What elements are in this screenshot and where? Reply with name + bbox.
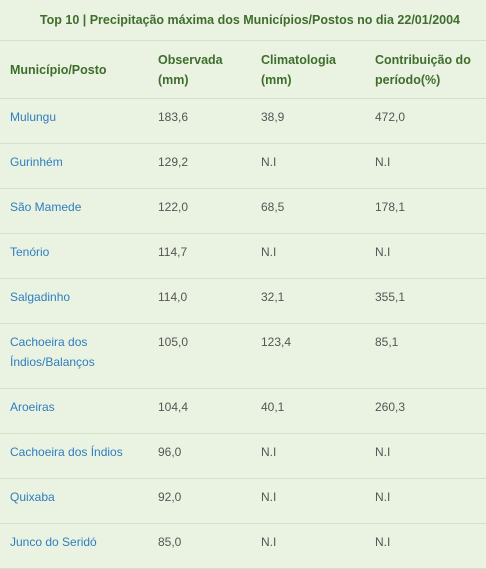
climatologia-cell: 68,5 (251, 188, 365, 234)
climatologia-cell: N.I (251, 433, 365, 479)
contribuicao-cell: 260,3 (365, 388, 486, 434)
municipio-cell[interactable]: Junco do Seridó (0, 523, 148, 569)
table-row: Tenório 114,7 N.I N.I (0, 233, 486, 279)
climatologia-cell: 32,1 (251, 278, 365, 324)
municipio-link[interactable]: Tenório (10, 245, 50, 259)
municipio-cell[interactable]: Salgadinho (0, 278, 148, 324)
municipio-cell[interactable]: Tenório (0, 233, 148, 279)
contribuicao-cell: N.I (365, 233, 486, 279)
header-contribuicao: Contribuição do período(%) (365, 41, 486, 99)
contribuicao-cell: N.I (365, 478, 486, 524)
climatologia-cell: N.I (251, 233, 365, 279)
climatologia-cell: 123,4 (251, 323, 365, 389)
header-climatologia: Climatologia (mm) (251, 41, 365, 99)
observada-cell: 183,6 (148, 98, 251, 144)
table-header-row: Município/Posto Observada (mm) Climatolog… (0, 41, 486, 99)
table-row: Mulungu 183,6 38,9 472,0 (0, 98, 486, 144)
contribuicao-cell: 178,1 (365, 188, 486, 234)
climatologia-cell: N.I (251, 143, 365, 189)
table-title: Top 10 | Precipitação máxima dos Municíp… (0, 0, 486, 41)
header-municipio: Município/Posto (0, 41, 148, 99)
climatologia-cell: 40,1 (251, 388, 365, 434)
observada-cell: 105,0 (148, 323, 251, 389)
table-row: São Mamede 122,0 68,5 178,1 (0, 188, 486, 234)
municipio-link[interactable]: Cachoeira dos Índios/Balanços (10, 335, 95, 369)
climatologia-cell: N.I (251, 478, 365, 524)
table-row: Cachoeira dos Índios 96,0 N.I N.I (0, 433, 486, 479)
table-row: Junco do Seridó 85,0 N.I N.I (0, 523, 486, 569)
table-row: Cachoeira dos Índios/Balanços 105,0 123,4… (0, 323, 486, 389)
contribuicao-cell: 85,1 (365, 323, 486, 389)
municipio-link[interactable]: Aroeiras (10, 400, 55, 414)
municipio-cell[interactable]: Mulungu (0, 98, 148, 144)
municipio-cell[interactable]: Cachoeira dos Índios/Balanços (0, 323, 148, 389)
table-row: Aroeiras 104,4 40,1 260,3 (0, 388, 486, 434)
municipio-cell[interactable]: Gurinhém (0, 143, 148, 189)
contribuicao-cell: N.I (365, 143, 486, 189)
municipio-link[interactable]: Gurinhém (10, 155, 63, 169)
table-row: Salgadinho 114,0 32,1 355,1 (0, 278, 486, 324)
climatologia-cell: 38,9 (251, 98, 365, 144)
observada-cell: 85,0 (148, 523, 251, 569)
municipio-cell[interactable]: Quixaba (0, 478, 148, 524)
observada-cell: 104,4 (148, 388, 251, 434)
contribuicao-cell: N.I (365, 433, 486, 479)
observada-cell: 96,0 (148, 433, 251, 479)
contribuicao-cell: 355,1 (365, 278, 486, 324)
observada-cell: 122,0 (148, 188, 251, 234)
municipio-link[interactable]: Cachoeira dos Índios (10, 445, 123, 459)
municipio-link[interactable]: Junco do Seridó (10, 535, 97, 549)
observada-cell: 92,0 (148, 478, 251, 524)
climatologia-cell: N.I (251, 523, 365, 569)
contribuicao-cell: 472,0 (365, 98, 486, 144)
contribuicao-cell: N.I (365, 523, 486, 569)
observada-cell: 114,7 (148, 233, 251, 279)
precipitation-table: Município/Posto Observada (mm) Climatolog… (0, 41, 486, 569)
header-observada: Observada (mm) (148, 41, 251, 99)
table-row: Gurinhém 129,2 N.I N.I (0, 143, 486, 189)
observada-cell: 114,0 (148, 278, 251, 324)
municipio-link[interactable]: Mulungu (10, 110, 57, 124)
municipio-cell[interactable]: Cachoeira dos Índios (0, 433, 148, 479)
municipio-link[interactable]: Quixaba (10, 490, 55, 504)
municipio-link[interactable]: São Mamede (10, 200, 82, 214)
municipio-link[interactable]: Salgadinho (10, 290, 71, 304)
municipio-cell[interactable]: São Mamede (0, 188, 148, 234)
observada-cell: 129,2 (148, 143, 251, 189)
municipio-cell[interactable]: Aroeiras (0, 388, 148, 434)
table-row: Quixaba 92,0 N.I N.I (0, 478, 486, 524)
